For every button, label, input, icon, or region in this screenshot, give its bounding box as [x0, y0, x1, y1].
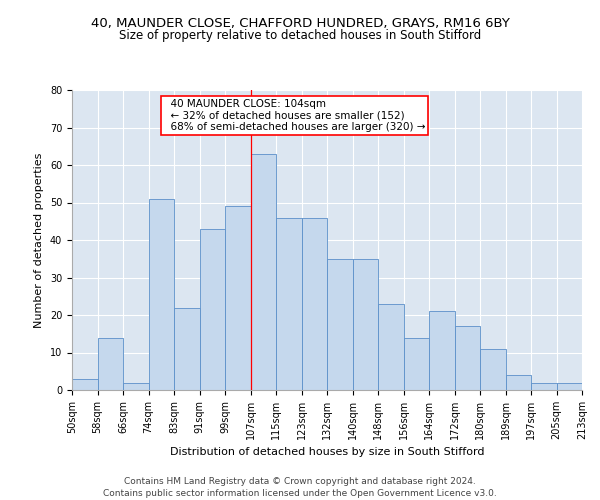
X-axis label: Distribution of detached houses by size in South Stifford: Distribution of detached houses by size …	[170, 448, 484, 458]
Text: 40 MAUNDER CLOSE: 104sqm
  ← 32% of detached houses are smaller (152)
  68% of s: 40 MAUNDER CLOSE: 104sqm ← 32% of detach…	[164, 99, 425, 132]
Bar	[531, 382, 557, 390]
Bar	[199, 229, 225, 390]
Text: 40, MAUNDER CLOSE, CHAFFORD HUNDRED, GRAYS, RM16 6BY: 40, MAUNDER CLOSE, CHAFFORD HUNDRED, GRA…	[91, 18, 509, 30]
Bar	[302, 218, 327, 390]
Bar	[455, 326, 480, 390]
Bar	[557, 382, 582, 390]
Bar	[327, 259, 353, 390]
Bar	[276, 218, 302, 390]
Bar	[225, 206, 251, 390]
Bar	[97, 338, 123, 390]
Bar	[505, 375, 531, 390]
Bar	[251, 154, 276, 390]
Text: Contains HM Land Registry data © Crown copyright and database right 2024.
Contai: Contains HM Land Registry data © Crown c…	[103, 476, 497, 498]
Bar	[72, 379, 97, 390]
Bar	[378, 304, 404, 390]
Bar	[123, 382, 149, 390]
Bar	[480, 349, 505, 390]
Bar	[429, 311, 455, 390]
Bar	[404, 338, 429, 390]
Bar	[353, 259, 378, 390]
Bar	[149, 198, 174, 390]
Bar	[174, 308, 199, 390]
Text: Size of property relative to detached houses in South Stifford: Size of property relative to detached ho…	[119, 28, 481, 42]
Y-axis label: Number of detached properties: Number of detached properties	[34, 152, 44, 328]
